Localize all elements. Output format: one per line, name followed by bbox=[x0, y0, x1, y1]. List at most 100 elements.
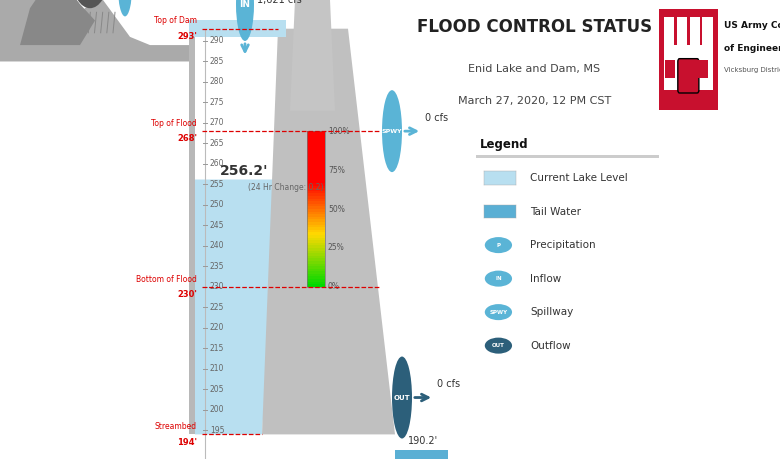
Text: Precipitation: Precipitation bbox=[530, 240, 596, 250]
Text: 0 cfs: 0 cfs bbox=[437, 379, 460, 389]
Bar bbox=[307, 188, 325, 191]
Bar bbox=[307, 175, 325, 178]
Bar bbox=[307, 152, 325, 155]
Text: Spillway: Spillway bbox=[530, 307, 573, 317]
Text: 250: 250 bbox=[210, 201, 225, 209]
Bar bbox=[664, 45, 713, 90]
Text: 25%: 25% bbox=[328, 243, 345, 252]
Circle shape bbox=[485, 304, 512, 320]
Text: OUT: OUT bbox=[394, 395, 410, 401]
Bar bbox=[307, 217, 325, 219]
Text: Bottom of Flood: Bottom of Flood bbox=[136, 274, 197, 284]
Text: Streambed: Streambed bbox=[155, 422, 197, 431]
Polygon shape bbox=[0, 0, 189, 62]
Text: 230: 230 bbox=[210, 282, 225, 291]
Bar bbox=[307, 219, 325, 222]
Circle shape bbox=[236, 0, 254, 41]
Text: 270: 270 bbox=[210, 118, 225, 128]
Text: SPWY: SPWY bbox=[489, 310, 508, 314]
Bar bbox=[189, 21, 286, 37]
Bar bbox=[307, 227, 325, 230]
Bar bbox=[307, 136, 325, 139]
Bar bbox=[307, 224, 325, 227]
Text: 195: 195 bbox=[210, 426, 225, 435]
Circle shape bbox=[485, 271, 512, 286]
Bar bbox=[307, 263, 325, 266]
Text: 293': 293' bbox=[177, 32, 197, 41]
Bar bbox=[307, 178, 325, 180]
Text: 230': 230' bbox=[177, 290, 197, 299]
Text: 225: 225 bbox=[210, 303, 225, 312]
Text: 290: 290 bbox=[210, 36, 225, 45]
Circle shape bbox=[485, 338, 512, 353]
Text: 0 cfs: 0 cfs bbox=[425, 113, 448, 123]
Bar bbox=[307, 168, 325, 170]
Text: 1,621 cfs: 1,621 cfs bbox=[257, 0, 302, 5]
Bar bbox=[307, 141, 325, 144]
Text: March 27, 2020, 12 PM CST: March 27, 2020, 12 PM CST bbox=[458, 96, 611, 106]
Bar bbox=[307, 256, 325, 258]
Bar bbox=[307, 185, 325, 188]
Text: Legend: Legend bbox=[480, 138, 528, 151]
Bar bbox=[307, 131, 325, 134]
Text: Tail Water: Tail Water bbox=[530, 207, 581, 217]
Bar bbox=[307, 258, 325, 261]
Bar bbox=[307, 173, 325, 175]
Bar bbox=[676, 17, 687, 48]
Polygon shape bbox=[262, 28, 395, 434]
Polygon shape bbox=[20, 0, 95, 45]
Polygon shape bbox=[290, 0, 335, 111]
Bar bbox=[307, 240, 325, 243]
Circle shape bbox=[392, 357, 412, 438]
Text: of Engineers: of Engineers bbox=[724, 44, 780, 53]
Bar bbox=[307, 157, 325, 160]
Bar bbox=[307, 170, 325, 173]
Polygon shape bbox=[195, 179, 278, 434]
Text: 285: 285 bbox=[210, 57, 225, 66]
Text: 256.2': 256.2' bbox=[220, 164, 268, 179]
Bar bbox=[307, 193, 325, 196]
Bar bbox=[307, 222, 325, 224]
Text: 255: 255 bbox=[210, 180, 225, 189]
Bar bbox=[307, 230, 325, 232]
Bar bbox=[307, 251, 325, 253]
Bar bbox=[189, 25, 195, 434]
Bar bbox=[307, 155, 325, 157]
Bar bbox=[307, 238, 325, 240]
Bar bbox=[307, 232, 325, 235]
Text: IN: IN bbox=[495, 276, 502, 281]
Text: US Army Corps: US Army Corps bbox=[724, 21, 780, 30]
Bar bbox=[307, 134, 325, 136]
Text: 220: 220 bbox=[210, 323, 225, 332]
Ellipse shape bbox=[73, 0, 108, 8]
Text: 75%: 75% bbox=[328, 166, 345, 174]
Bar bbox=[307, 282, 325, 284]
Bar bbox=[307, 191, 325, 193]
Polygon shape bbox=[395, 450, 469, 459]
Bar bbox=[307, 196, 325, 199]
Text: 275: 275 bbox=[210, 98, 225, 107]
Text: Vicksburg District: Vicksburg District bbox=[724, 67, 780, 73]
Text: 265: 265 bbox=[210, 139, 225, 148]
Text: 190.2': 190.2' bbox=[409, 436, 438, 446]
Bar bbox=[307, 144, 325, 147]
Bar bbox=[307, 199, 325, 201]
Text: Enid Lake and Dam, MS: Enid Lake and Dam, MS bbox=[468, 64, 601, 74]
Bar bbox=[307, 147, 325, 149]
Text: 50%: 50% bbox=[328, 205, 345, 213]
Bar bbox=[702, 17, 713, 48]
Bar bbox=[307, 204, 325, 207]
Text: Top of Flood: Top of Flood bbox=[151, 119, 197, 128]
Text: Top of Dam: Top of Dam bbox=[154, 17, 197, 25]
Bar bbox=[665, 60, 675, 78]
Text: OUT: OUT bbox=[492, 343, 505, 348]
Text: 0%: 0% bbox=[328, 282, 340, 291]
Text: 205: 205 bbox=[210, 385, 225, 394]
Text: (24 Hr Change: 0.2): (24 Hr Change: 0.2) bbox=[248, 183, 324, 192]
Bar bbox=[307, 149, 325, 152]
Bar bbox=[307, 248, 325, 251]
Text: 240: 240 bbox=[210, 241, 225, 251]
Bar bbox=[307, 266, 325, 269]
Text: 215: 215 bbox=[210, 344, 225, 353]
Text: SPWY: SPWY bbox=[381, 129, 402, 134]
